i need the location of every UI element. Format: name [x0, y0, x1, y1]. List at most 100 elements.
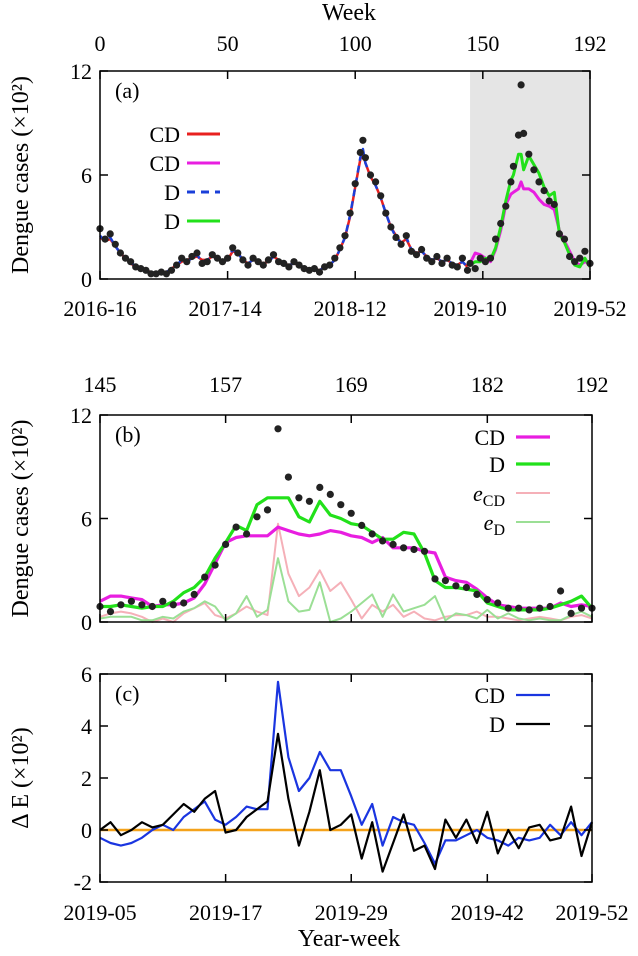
observed-point: [368, 530, 376, 538]
observed-point: [387, 223, 395, 231]
observed-point: [476, 254, 484, 262]
observed-point: [546, 602, 554, 611]
observed-point: [494, 599, 502, 607]
top-axis-label: Week: [322, 0, 376, 26]
observed-point: [567, 609, 575, 618]
observed-point: [462, 583, 470, 592]
x-axis-label: Year-week: [298, 926, 400, 951]
observed-point: [193, 249, 201, 257]
observed-point: [244, 261, 252, 269]
observed-point: [234, 249, 242, 257]
observed-point: [507, 178, 515, 186]
bottom-tick-label: 2019-05: [63, 900, 136, 925]
y-axis-label: Dengue cases (×10²): [8, 420, 34, 618]
observed-point: [347, 509, 355, 517]
series-line-d: [99, 732, 594, 873]
observed-point: [111, 240, 119, 248]
series-line-d: [100, 496, 594, 612]
y-tick-label: 4: [81, 714, 92, 739]
observed-point: [428, 258, 436, 266]
observed-point: [555, 230, 564, 238]
plot-frame: [99, 673, 593, 883]
bottom-tick-label: 2019-42: [451, 900, 524, 925]
y-axis-label: Dengue cases (×10²): [8, 76, 34, 274]
observed-point: [127, 258, 135, 266]
observed-point: [536, 604, 544, 612]
observed-point: [389, 540, 397, 549]
y-tick-label: 2: [81, 766, 92, 791]
observed-point: [316, 483, 324, 491]
observed-point: [571, 258, 579, 266]
observed-point: [116, 249, 124, 257]
top-tick-label: 150: [466, 31, 499, 56]
observed-point: [138, 601, 146, 609]
y-tick-label: 12: [70, 403, 92, 428]
observed-point: [180, 599, 188, 607]
observed-point: [502, 202, 510, 210]
observed-point: [473, 590, 481, 599]
observed-point: [452, 582, 460, 590]
observed-point: [224, 254, 232, 262]
bottom-tick-label: 2017-14: [188, 296, 261, 321]
observed-point: [520, 129, 528, 137]
observed-point: [566, 252, 574, 261]
observed-point: [201, 573, 209, 581]
observed-point: [515, 604, 523, 612]
bottom-tick-label: 2019-29: [315, 900, 388, 925]
observed-point: [173, 261, 181, 269]
observed-point: [358, 521, 366, 530]
observed-point: [337, 501, 345, 509]
observed-point: [336, 244, 344, 252]
observed-point: [577, 604, 586, 612]
bottom-tick-label: 2019-10: [433, 296, 506, 321]
observed-point: [106, 608, 115, 616]
observed-point: [159, 597, 167, 605]
observed-point: [392, 233, 400, 241]
observed-point: [366, 171, 375, 179]
observed-point: [106, 230, 114, 238]
observed-point: [481, 258, 489, 266]
observed-point: [162, 270, 170, 278]
bottom-tick-label: 2016-16: [63, 296, 136, 321]
observed-point: [203, 258, 211, 266]
observed-point: [402, 232, 410, 240]
observed-point: [232, 523, 240, 531]
observed-point: [443, 254, 451, 262]
legend-label: D: [164, 209, 180, 234]
observed-point: [535, 178, 543, 186]
observed-point: [410, 545, 418, 554]
observed-point: [218, 258, 227, 266]
y-tick-label: 6: [81, 507, 92, 532]
series-line-cd: [99, 680, 593, 865]
observed-point: [441, 577, 449, 585]
panel-b: 145 157 169 182 192 0 6 12 Dengue cases (×10²) (b…: [8, 372, 609, 635]
observed-point: [167, 266, 176, 274]
legend-label: eCD: [473, 481, 505, 510]
observed-point: [372, 178, 380, 186]
top-tick-label: 0: [95, 31, 106, 56]
panel-label: (c): [115, 681, 139, 706]
observed-point: [295, 494, 303, 502]
observed-point: [412, 251, 421, 259]
observed-point: [486, 254, 495, 262]
observed-point: [525, 606, 533, 614]
observed-point: [483, 596, 491, 604]
observed-point: [285, 263, 293, 271]
observed-point: [290, 258, 298, 266]
observed-point: [423, 254, 431, 262]
bottom-tick-label: 2019-52: [555, 900, 628, 925]
observed-point: [431, 575, 439, 583]
y-tick-label: 6: [81, 163, 92, 188]
observed-point: [243, 530, 251, 538]
observed-point: [557, 587, 565, 595]
top-tick-label: 50: [217, 31, 239, 56]
observed-point: [525, 150, 533, 158]
y-tick-label: -2: [74, 870, 92, 895]
top-tick-label: 192: [576, 372, 609, 397]
bottom-tick-label: 2018-12: [313, 296, 386, 321]
observed-point: [377, 192, 385, 200]
observed-point: [188, 252, 196, 261]
y-tick-label: 12: [70, 59, 92, 84]
observed-point: [517, 81, 525, 89]
